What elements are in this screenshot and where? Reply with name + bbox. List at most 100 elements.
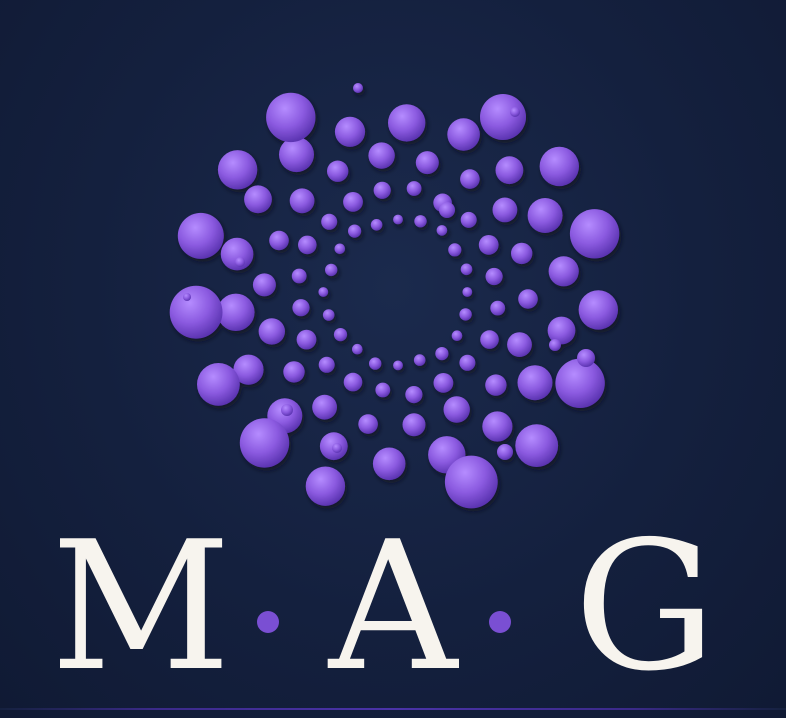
emblem-dot <box>258 318 285 345</box>
emblem-dot <box>283 361 305 383</box>
emblem-dot <box>402 413 426 437</box>
emblem-dot <box>291 268 307 284</box>
emblem-dot <box>451 330 463 342</box>
letter-m: M <box>60 528 231 688</box>
emblem-dot <box>220 237 254 271</box>
emblem-dot <box>539 146 579 187</box>
emblem-dot <box>375 382 391 398</box>
emblem-dot <box>436 225 448 236</box>
emblem-dot <box>318 287 329 297</box>
wordmark: M A G <box>60 528 716 688</box>
emblem-dot <box>444 455 498 509</box>
emblem-dot <box>462 287 473 297</box>
emblem-dot <box>413 354 426 366</box>
emblem-dot <box>555 358 605 408</box>
emblem-dot <box>492 197 518 223</box>
emblem-dot <box>289 188 315 214</box>
emblem-dot <box>217 293 255 331</box>
emblem-dot <box>233 354 264 385</box>
emblem-dot <box>518 289 538 309</box>
emblem-dot <box>460 211 477 228</box>
emblem-dot <box>393 360 403 371</box>
emblem-dot <box>482 411 513 442</box>
emblem-dot <box>334 243 346 255</box>
emblem-dot <box>269 230 289 251</box>
emblem-dot <box>353 83 363 93</box>
emblem-dot <box>334 116 366 147</box>
emblem-dot <box>372 447 406 481</box>
emblem-dot <box>447 118 480 151</box>
emblem-dot <box>517 365 553 401</box>
emblem-dot <box>414 215 427 228</box>
emblem-dot <box>480 330 499 349</box>
emblem-dot <box>495 156 524 185</box>
emblem-dot <box>388 104 426 142</box>
emblem-dot <box>485 374 507 396</box>
emblem-dot <box>305 466 346 506</box>
emblem-dot <box>325 263 338 277</box>
dot-ring-emblem <box>169 83 620 509</box>
emblem-dot <box>547 316 576 345</box>
emblem-dot <box>511 242 533 265</box>
emblem-dot <box>443 396 470 423</box>
emblem-dot <box>569 209 620 259</box>
emblem-dot <box>527 198 563 233</box>
emblem-dot <box>393 214 403 225</box>
emblem-dot <box>460 263 473 276</box>
emblem-dot <box>577 349 595 367</box>
emblem-dot <box>459 308 472 321</box>
emblem-dot <box>343 372 363 392</box>
emblem-dot <box>183 293 191 301</box>
emblem-dot <box>343 192 363 212</box>
emblem-dot <box>460 169 480 189</box>
separator-dot-1 <box>257 611 279 633</box>
baseline-glow <box>0 708 786 710</box>
emblem-dot <box>235 257 245 267</box>
emblem-dot <box>480 94 526 140</box>
emblem-dot <box>298 235 317 255</box>
emblem-dot <box>507 332 532 357</box>
emblem-dot <box>373 181 391 199</box>
emblem-dot <box>177 212 224 259</box>
emblem-dot <box>239 418 290 468</box>
emblem-dot <box>497 444 513 460</box>
emblem-dot <box>548 256 579 287</box>
emblem-dot <box>439 202 455 218</box>
emblem-dot <box>485 267 503 286</box>
emblem-dot <box>415 151 439 175</box>
emblem-dot <box>318 356 335 373</box>
emblem-dot <box>281 404 293 416</box>
emblem-dot <box>368 142 395 169</box>
emblem-dot <box>327 160 349 182</box>
emblem-dot <box>296 329 317 350</box>
emblem-dot <box>370 219 383 231</box>
emblem-dot <box>266 92 316 143</box>
emblem-dot <box>348 224 362 238</box>
emblem-dot <box>406 181 422 196</box>
emblem-dot <box>197 363 240 406</box>
letter-g: G <box>574 528 716 688</box>
emblem-dot <box>448 243 462 257</box>
emblem-dot <box>478 235 499 255</box>
letter-a: A <box>327 528 460 688</box>
emblem-dot <box>459 354 476 371</box>
emblem-dot <box>217 150 258 190</box>
emblem-dot <box>490 300 506 316</box>
emblem-dot <box>322 309 335 321</box>
emblem-dot <box>244 185 272 214</box>
emblem-dot <box>332 443 342 453</box>
emblem-dot <box>369 357 382 370</box>
separator-dot-2 <box>489 611 511 633</box>
emblem-dot <box>279 137 314 173</box>
emblem-dot <box>515 424 559 467</box>
emblem-dot <box>433 373 454 393</box>
emblem-dot <box>292 299 310 317</box>
emblem-dot <box>333 328 348 342</box>
emblem-dot <box>352 343 363 355</box>
emblem-dot <box>578 290 618 330</box>
emblem-dot <box>510 107 520 117</box>
emblem-dot <box>358 414 378 434</box>
emblem-dot <box>321 213 338 230</box>
emblem-dot <box>312 394 337 420</box>
emblem-dot <box>549 339 561 351</box>
